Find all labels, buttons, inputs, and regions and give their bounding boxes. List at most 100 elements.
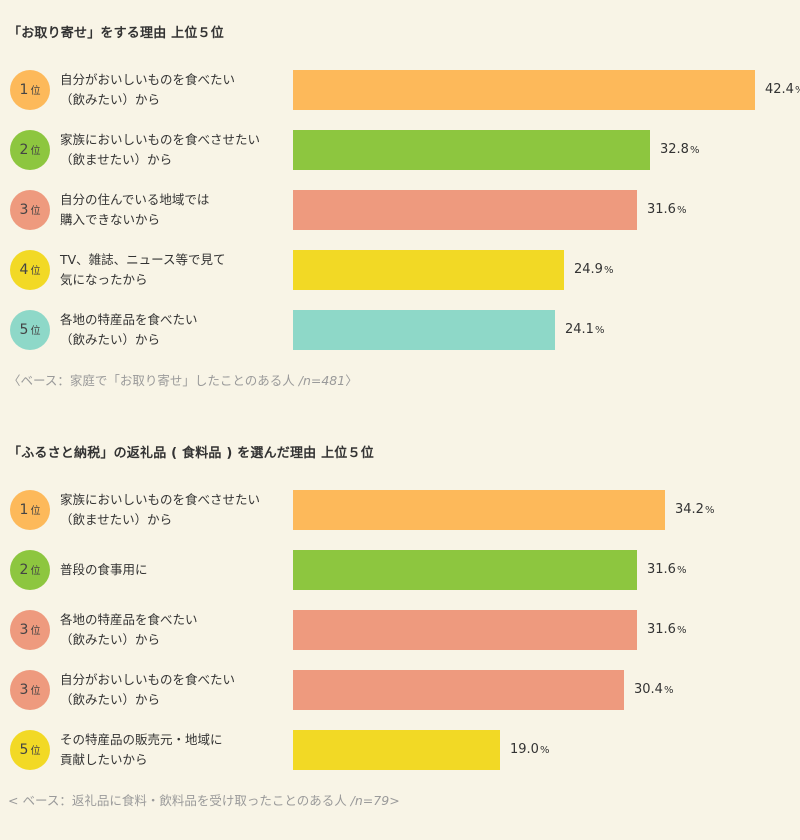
value-label: 31.6% (647, 610, 686, 650)
percent-sign: % (603, 265, 614, 276)
category-label: 自分がおいしいものを食べたい （飲みたい）から (60, 672, 236, 707)
bar (293, 490, 665, 530)
category-label: その特産品の販売元・地域に 貢献したいから (60, 732, 223, 767)
chart-1-title: 「お取り寄せ」をする理由 上位５位 (8, 26, 224, 41)
value-label: 31.6% (647, 550, 686, 590)
bar-row: 2 位普段の食事用に 31.6% (0, 550, 800, 590)
percent-sign: % (704, 505, 715, 516)
bar-row: 3 位自分の住んでいる地域では 購入できないから 31.6% (0, 190, 800, 230)
rank-number: 3 (19, 622, 29, 638)
value-number: 42.4 (765, 82, 794, 97)
category-label: 各地の特産品を食べたい （飲みたい）から (60, 612, 198, 647)
bar-row: 1 位家族においしいものを食べさせたい （飲ませたい）から 34.2% (0, 490, 800, 530)
bar (293, 610, 637, 650)
rank-number: 5 (19, 742, 29, 758)
rank-suffix: 位 (30, 506, 41, 517)
value-label: 42.4% (765, 70, 800, 110)
bar (293, 730, 500, 770)
value-number: 31.6 (647, 622, 676, 637)
bar-row: 5 位各地の特産品を食べたい （飲みたい）から 24.1% (0, 310, 800, 350)
rank-number: 5 (19, 322, 29, 338)
bar (293, 190, 637, 230)
bar (293, 670, 624, 710)
value-number: 31.6 (647, 562, 676, 577)
value-label: 34.2% (675, 490, 714, 530)
bar-row: 5 位その特産品の販売元・地域に 貢献したいから 19.0% (0, 730, 800, 770)
rank-suffix: 位 (30, 266, 41, 277)
rank-number: 2 (19, 142, 29, 158)
value-label: 32.8% (660, 130, 699, 170)
percent-sign: % (689, 145, 700, 156)
chart-1-note-prefix: 〈ベース：家庭で「お取り寄せ」したことのある人 (8, 373, 299, 388)
value-number: 32.8 (660, 142, 689, 157)
value-number: 19.0 (510, 742, 539, 757)
category-label: 各地の特産品を食べたい （飲みたい）から (60, 312, 198, 347)
chart-2: 1 位家族においしいものを食べさせたい （飲ませたい）から 34.2% 2 位普段の食事… (0, 490, 800, 770)
value-label: 24.9% (574, 250, 613, 290)
chart-2-base-note: < ベース：返礼品に食料・飲料品を受け取ったことのある人 /n=79> (8, 790, 400, 809)
percent-sign: % (676, 625, 687, 636)
percent-sign: % (594, 325, 605, 336)
rank-suffix: 位 (30, 326, 41, 337)
bar (293, 130, 650, 170)
chart-2-note-n: /n=79 (350, 793, 390, 808)
value-number: 24.9 (574, 262, 603, 277)
bar-row: 2 位家族においしいものを食べさせたい （飲ませたい）から 32.8% (0, 130, 800, 170)
value-number: 31.6 (647, 202, 676, 217)
category-label: 家族においしいものを食べさせたい （飲ませたい）から (60, 132, 261, 167)
percent-sign: % (795, 85, 800, 96)
rank-suffix: 位 (30, 86, 41, 97)
value-number: 24.1 (565, 322, 594, 337)
rank-number: 3 (19, 202, 29, 218)
rank-number: 1 (19, 502, 29, 518)
bar-row: 3 位自分がおいしいものを食べたい （飲みたい）から 30.4% (0, 670, 800, 710)
category-label: 自分の住んでいる地域では 購入できないから (60, 192, 210, 227)
bar-row: 3 位各地の特産品を食べたい （飲みたい）から 31.6% (0, 610, 800, 650)
category-label: TV、雑誌、ニュース等で見て 気になったから (60, 252, 226, 287)
rank-number: 2 (19, 562, 29, 578)
value-number: 34.2 (675, 502, 704, 517)
rank-number: 1 (19, 82, 29, 98)
rank-suffix: 位 (30, 146, 41, 157)
value-label: 31.6% (647, 190, 686, 230)
rank-number: 4 (19, 262, 29, 278)
value-number: 30.4 (634, 682, 663, 697)
rank-suffix: 位 (30, 626, 41, 637)
bar (293, 310, 555, 350)
bar (293, 70, 755, 110)
category-label: 家族においしいものを食べさせたい （飲ませたい）から (60, 492, 261, 527)
rank-number: 3 (19, 682, 29, 698)
chart-2-title: 「ふるさと納税」の返礼品 ( 食料品 ) を選んだ理由 上位５位 (8, 446, 374, 461)
chart-1-note-n: /n=481 (298, 373, 346, 388)
rank-suffix: 位 (30, 206, 41, 217)
chart-2-note-prefix: < ベース：返礼品に食料・飲料品を受け取ったことのある人 (8, 793, 351, 808)
value-label: 24.1% (565, 310, 604, 350)
percent-sign: % (676, 565, 687, 576)
category-label: 自分がおいしいものを食べたい （飲みたい）から (60, 72, 236, 107)
bar (293, 550, 637, 590)
rank-suffix: 位 (30, 566, 41, 577)
bar (293, 250, 564, 290)
value-label: 19.0% (510, 730, 549, 770)
rank-suffix: 位 (30, 686, 41, 697)
category-label: 普段の食事用に (60, 562, 148, 577)
chart-2-note-suffix: > (389, 793, 400, 808)
bar-row: 4 位 TV、雑誌、ニュース等で見て 気になったから 24.9% (0, 250, 800, 290)
chart-1-note-suffix: 〉 (345, 373, 358, 388)
percent-sign: % (539, 745, 550, 756)
percent-sign: % (676, 205, 687, 216)
chart-1-base-note: 〈ベース：家庭で「お取り寄せ」したことのある人 /n=481〉 (8, 370, 358, 389)
